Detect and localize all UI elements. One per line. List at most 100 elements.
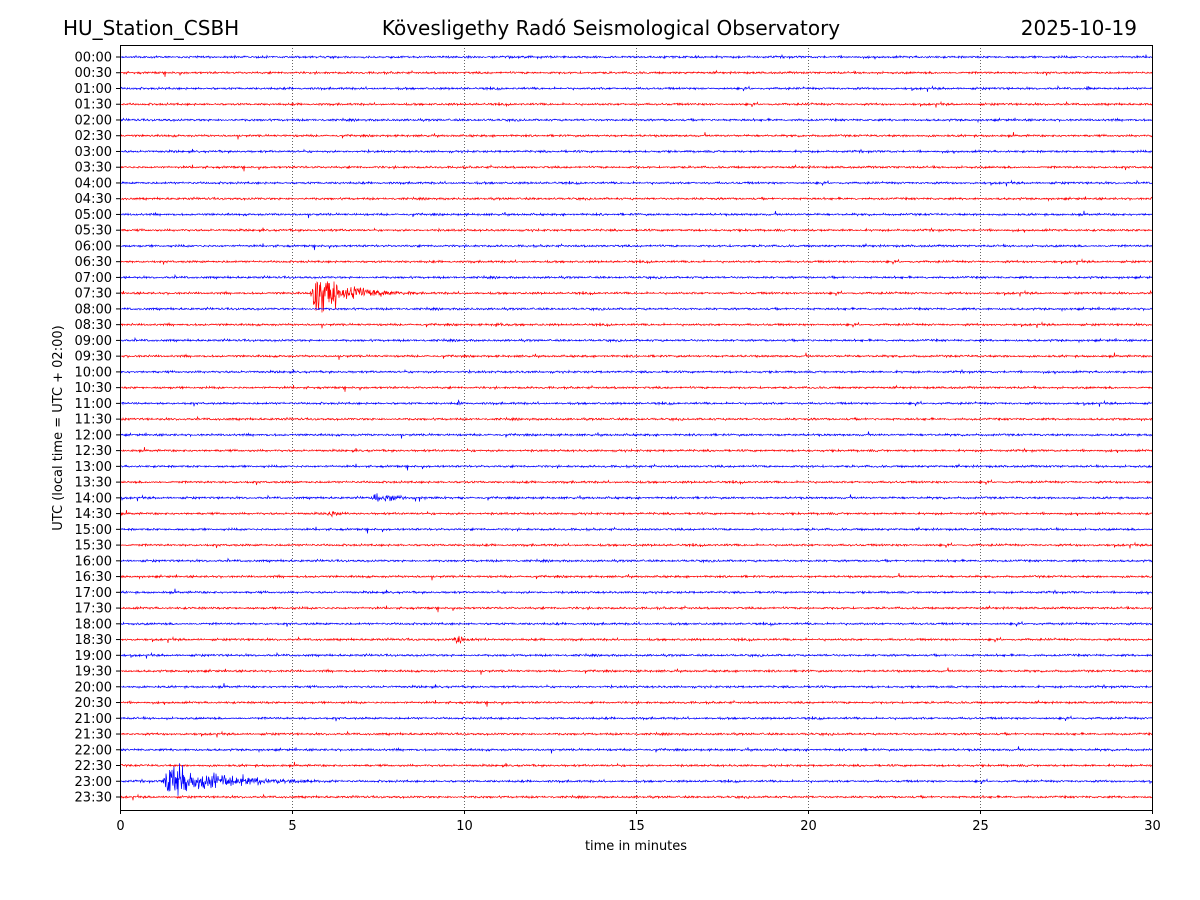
- y-tick-label: 01:30: [75, 98, 112, 113]
- trace-0330: [119, 163, 1153, 172]
- y-tick-label: 02:30: [75, 129, 112, 144]
- x-tick-label: 15: [628, 819, 645, 834]
- plot-frame: [120, 45, 1153, 811]
- trace-1000: [119, 368, 1153, 375]
- trace-0830: [119, 321, 1153, 329]
- y-tick-label: 01:00: [75, 82, 112, 97]
- y-tick-label: 18:00: [75, 617, 112, 632]
- trace-1300: [119, 463, 1153, 471]
- seismic-traces: [119, 54, 1153, 801]
- trace-0530: [119, 227, 1152, 233]
- trace-0300: [120, 148, 1153, 155]
- y-tick-label: 04:30: [75, 192, 112, 207]
- y-tick-label: 08:30: [75, 318, 112, 333]
- y-tick-label: 05:30: [75, 224, 112, 239]
- trace-1700: [119, 588, 1153, 596]
- y-tick-label: 05:00: [75, 208, 112, 223]
- trace-2230: [119, 761, 1153, 769]
- trace-1130: [119, 415, 1153, 422]
- trace-1600: [119, 557, 1153, 564]
- trace-1430: [119, 509, 1153, 518]
- y-tick-label: 22:00: [75, 743, 112, 758]
- trace-0730: [119, 281, 1153, 313]
- trace-2330: [119, 793, 1153, 801]
- trace-2200: [119, 746, 1153, 754]
- y-tick-label: 19:00: [75, 649, 112, 664]
- grid-lines: [292, 45, 981, 810]
- y-tick-label: 10:30: [75, 381, 112, 396]
- trace-1230: [119, 446, 1153, 454]
- trace-0500: [119, 210, 1152, 219]
- y-tick-label: 23:30: [75, 791, 112, 806]
- x-tick-label: 20: [800, 819, 817, 834]
- y-tick-label: 12:00: [75, 428, 112, 443]
- trace-0000: [119, 54, 1152, 60]
- trace-1830: [119, 635, 1153, 645]
- trace-1530: [119, 541, 1153, 549]
- y-tick-label: 17:00: [75, 586, 112, 601]
- y-tick-label: 13:00: [75, 460, 112, 475]
- y-tick-label: 20:30: [75, 696, 112, 711]
- trace-1400: [119, 493, 1153, 502]
- y-axis-label: UTC (local time = UTC + 02:00): [51, 325, 66, 530]
- x-tick-label: 10: [456, 819, 473, 834]
- trace-1030: [119, 384, 1153, 392]
- station-label: HU_Station_CSBH: [63, 16, 239, 40]
- trace-1930: [119, 667, 1153, 675]
- y-tick-label: 00:30: [75, 66, 112, 81]
- trace-0700: [119, 273, 1153, 281]
- y-tick-label: 07:00: [75, 271, 112, 286]
- trace-0200: [119, 117, 1153, 124]
- trace-0900: [119, 336, 1153, 344]
- x-tick-label: 0: [116, 819, 124, 834]
- y-tick-label: 09:30: [75, 350, 112, 365]
- trace-2000: [119, 683, 1152, 690]
- trace-0030: [120, 69, 1153, 77]
- y-tick-label: 16:30: [75, 570, 112, 585]
- trace-1100: [119, 399, 1153, 407]
- trace-0430: [119, 196, 1153, 202]
- y-tick-label: 07:30: [75, 287, 112, 302]
- y-tick-label: 00:00: [75, 51, 112, 66]
- y-tick-label: 21:00: [75, 712, 112, 727]
- y-tick-label: 06:00: [75, 239, 112, 254]
- y-tick-label: 10:00: [75, 365, 112, 380]
- x-axis-ticks: 0 5 10 15 20 25 30: [116, 810, 1161, 834]
- y-tick-label: 19:30: [75, 665, 112, 680]
- x-tick-label: 5: [288, 819, 296, 834]
- date-label: 2025-10-19: [1021, 16, 1137, 40]
- y-tick-label: 03:00: [75, 145, 112, 160]
- trace-2030: [119, 699, 1153, 707]
- y-tick-label: 15:30: [75, 539, 112, 554]
- x-axis-label: time in minutes: [585, 839, 687, 854]
- trace-0230: [119, 132, 1153, 140]
- trace-2300: [120, 763, 1153, 796]
- y-tick-label: 17:30: [75, 602, 112, 617]
- trace-1200: [119, 431, 1153, 439]
- trace-0130: [119, 100, 1153, 108]
- x-tick-label: 25: [972, 819, 989, 834]
- y-tick-label: 09:00: [75, 334, 112, 349]
- y-tick-label: 02:00: [75, 113, 112, 128]
- trace-0630: [119, 258, 1153, 266]
- trace-0930: [119, 352, 1153, 360]
- y-tick-label: 06:30: [75, 255, 112, 270]
- y-tick-label: 15:00: [75, 523, 112, 538]
- trace-0100: [120, 85, 1153, 92]
- trace-0400: [119, 179, 1153, 187]
- y-tick-label: 14:30: [75, 507, 112, 522]
- y-axis-ticks: 00:0000:3001:0001:3002:0002:3003:0003:30…: [75, 51, 120, 806]
- y-tick-label: 13:30: [75, 476, 112, 491]
- y-tick-label: 11:00: [75, 397, 112, 412]
- y-tick-label: 21:30: [75, 728, 112, 743]
- trace-0800: [119, 306, 1153, 313]
- trace-2100: [119, 715, 1153, 722]
- y-tick-label: 03:30: [75, 161, 112, 176]
- trace-1330: [119, 478, 1153, 486]
- y-tick-label: 11:30: [75, 413, 112, 428]
- y-tick-label: 22:30: [75, 759, 112, 774]
- trace-0600: [120, 242, 1153, 251]
- y-tick-label: 16:00: [75, 554, 112, 569]
- x-tick-label: 30: [1144, 819, 1161, 834]
